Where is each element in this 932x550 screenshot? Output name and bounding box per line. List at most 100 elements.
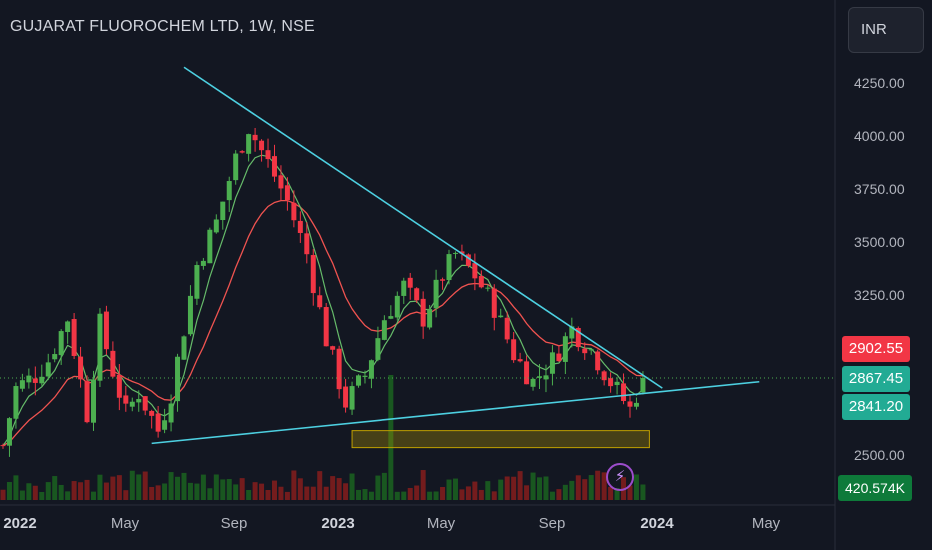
candle-up (640, 378, 646, 393)
candle-up (194, 265, 200, 299)
x-tick-2022: 2022 (3, 515, 37, 532)
volume-bar (401, 491, 407, 500)
volume-bar (213, 474, 219, 500)
volume-bar (465, 486, 471, 500)
volume-bar (175, 476, 181, 500)
x-tick-may-2023: May (426, 515, 456, 532)
volume-bar (336, 478, 342, 500)
volume-bar (368, 491, 374, 500)
price-badge-ema-slow: 2902.55 (842, 336, 910, 362)
volume-bar (407, 487, 413, 500)
candle-up (233, 153, 239, 181)
volume-bar (6, 482, 12, 500)
volume-bar (608, 486, 614, 500)
candle-down (627, 401, 633, 407)
y-tick-4250: 4250.00 (854, 75, 905, 91)
volume-bar (84, 479, 90, 500)
volume-bar (381, 472, 387, 500)
candle-down (504, 317, 510, 340)
volume-bar (633, 474, 639, 500)
candle-down (524, 361, 530, 385)
candle-down (414, 288, 420, 301)
candle-down (556, 353, 562, 362)
candle-up (498, 315, 504, 318)
y-tick-2500: 2500.00 (854, 447, 905, 463)
candle-up (58, 331, 64, 356)
candle-down (116, 374, 122, 398)
candle-down (511, 339, 517, 361)
candle-down (110, 350, 116, 377)
candle-up (246, 134, 252, 154)
candle-down (297, 220, 303, 233)
volume-bar (530, 472, 536, 500)
volume-bar (472, 481, 478, 500)
volume-bar (446, 479, 452, 500)
candle-down (517, 359, 523, 362)
candle-up (446, 254, 452, 281)
candle-up (394, 295, 400, 318)
candle-up (530, 378, 536, 387)
volume-bar (259, 483, 265, 500)
candle-up (226, 181, 232, 201)
candle-up (213, 219, 219, 233)
volume-bar (194, 483, 200, 500)
ema-fast-line (2, 154, 644, 447)
candle-up (633, 402, 639, 407)
volume-bar (136, 474, 142, 500)
candle-down (103, 311, 109, 350)
candle-down (123, 395, 129, 404)
candle-down (472, 263, 478, 279)
candle-up (181, 336, 187, 360)
volume-bar (498, 479, 504, 500)
candle-up (588, 349, 594, 351)
candle-down (407, 277, 413, 288)
x-tick-2024: 2024 (640, 515, 674, 532)
candle-up (162, 420, 168, 430)
candle-down (304, 233, 310, 255)
volume-bar (13, 475, 19, 500)
candle-up (349, 386, 355, 410)
chart-title: GUJARAT FLUOROCHEM LTD, 1W, NSE (10, 18, 315, 35)
volume-bar (58, 484, 64, 500)
volume-bar (343, 483, 349, 500)
y-tick-4000: 4000.00 (854, 128, 905, 144)
lightning-icon[interactable]: ⚡ (606, 463, 634, 491)
volume-bar (582, 479, 588, 500)
volume-badge: 420.574K (838, 475, 912, 501)
volume-bar (427, 491, 433, 500)
candle-down (142, 396, 148, 411)
volume-bar (601, 472, 607, 500)
candle-up (19, 380, 25, 389)
candle-up (427, 309, 433, 328)
x-tick-2023: 2023 (321, 515, 355, 532)
candle-up (401, 280, 407, 296)
volume-bar (187, 482, 193, 500)
candle-up (452, 252, 458, 254)
volume-bar (414, 485, 420, 500)
candle-down (149, 410, 155, 416)
volume-bar (517, 471, 523, 500)
volume-bar (278, 486, 284, 500)
volume-bar (388, 375, 394, 500)
volume-bar (297, 478, 303, 500)
volume-bar (433, 491, 439, 500)
candle-down (252, 134, 258, 141)
candle-down (323, 307, 329, 347)
candle-up (136, 399, 142, 403)
volume-bar (39, 491, 45, 500)
volume-bar (575, 475, 581, 500)
volume-bar (304, 486, 310, 500)
volume-bar (627, 485, 633, 500)
volume-bar (356, 489, 362, 500)
volume-bar (246, 489, 252, 500)
volume-bar (220, 479, 226, 500)
volume-bar (207, 488, 213, 500)
candle-up (388, 316, 394, 319)
candle-down (71, 319, 77, 356)
currency-button[interactable]: INR (848, 7, 924, 53)
volume-bar (524, 485, 530, 500)
candle-up (187, 295, 193, 335)
support-trendline (151, 380, 760, 445)
x-tick-sep-2023: Sep (538, 515, 566, 532)
